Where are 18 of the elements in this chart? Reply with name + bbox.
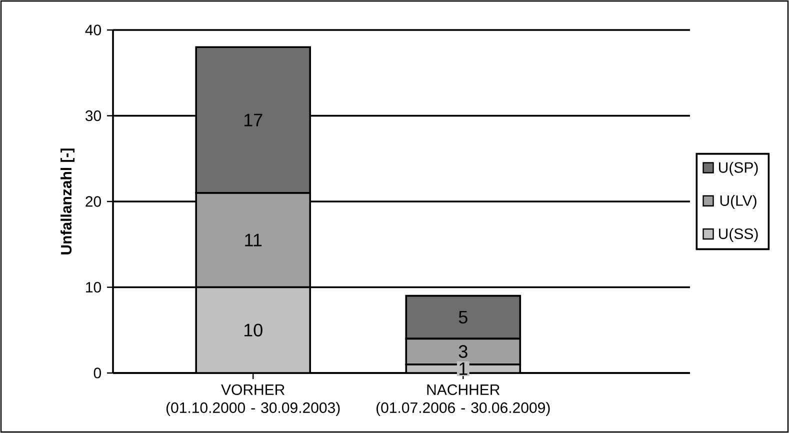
data-label: 11 [245,234,262,246]
y-tick-label: 10 [86,282,102,293]
legend-label: U(SP) [719,162,758,176]
y-tick-label: 40 [85,24,102,36]
data-label: 3 [458,345,468,358]
data-label: 1 [460,362,468,375]
x-tick-label: NACHHER (01.07.2006 - 30.06.2009) [376,384,550,416]
data-label: 5 [458,310,468,324]
legend-label: U(SS) [719,228,758,242]
y-axis-title: Unfallanzahl [-] [60,148,75,254]
legend-label: U(LV) [720,194,756,209]
data-label: 17 [244,114,262,126]
y-tick-label: 30 [85,110,102,122]
y-tick-label: 20 [86,196,102,207]
x-tick-label: VORHER (01.10.2000 - 30.09.2003) [166,384,340,416]
data-label: 10 [244,324,262,336]
y-tick-label: 0 [94,368,102,378]
bar [195,286,312,373]
